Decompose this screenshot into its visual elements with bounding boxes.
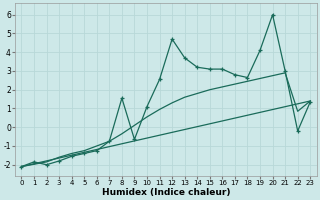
X-axis label: Humidex (Indice chaleur): Humidex (Indice chaleur) bbox=[101, 188, 230, 197]
